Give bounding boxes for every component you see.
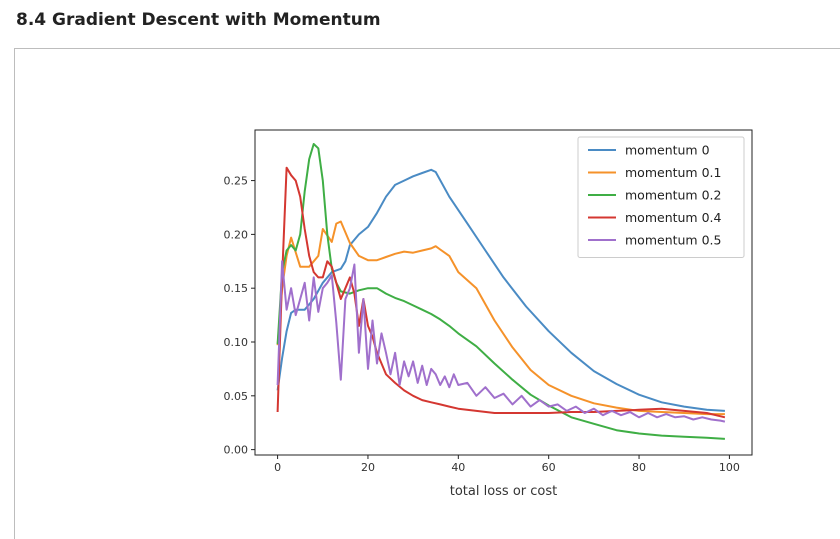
y-tick-label: 0.20: [224, 228, 249, 241]
series-line-3: [276, 166, 726, 419]
x-tick-label: 60: [542, 461, 556, 474]
series-layer: [276, 143, 726, 440]
legend-label-2: momentum 0.2: [625, 188, 721, 203]
series-line-4: [276, 260, 726, 423]
x-axis-label: total loss or cost: [450, 484, 558, 499]
series-line-2: [276, 143, 725, 440]
series-line-1: [276, 220, 725, 416]
y-tick-label: 0.05: [224, 390, 249, 403]
x-tick-label: 0: [274, 461, 281, 474]
y-tick-label: 0.15: [224, 282, 249, 295]
y-tick-label: 0.10: [224, 336, 249, 349]
line-chart: 0 20 40 60 80 100 0.00 0.05 0.10 0.15 0.20 0.25 tota…: [224, 129, 753, 499]
plot-frame: [254, 129, 753, 456]
legend-box: [577, 136, 745, 258]
legend-label-3: momentum 0.4: [625, 210, 722, 225]
x-tick-label: 80: [632, 461, 646, 474]
legend-label-4: momentum 0.5: [625, 233, 721, 248]
legend: momentum 0 momentum 0.1 momentum 0.2 moment…: [577, 136, 745, 258]
legend-label-1: momentum 0.1: [625, 165, 721, 180]
axes-layer: 0 20 40 60 80 100 0.00 0.05 0.10 0.15 0.20 0.25 tota…: [224, 129, 753, 499]
legend-label-0: momentum 0: [625, 143, 710, 158]
y-tick-label: 0.25: [224, 175, 249, 188]
page-title: 8.4 Gradient Descent with Momentum: [16, 10, 381, 30]
x-tick-label: 40: [451, 461, 465, 474]
y-tick-label: 0.00: [224, 444, 249, 457]
x-tick-label: 100: [719, 461, 740, 474]
x-tick-label: 20: [361, 461, 375, 474]
